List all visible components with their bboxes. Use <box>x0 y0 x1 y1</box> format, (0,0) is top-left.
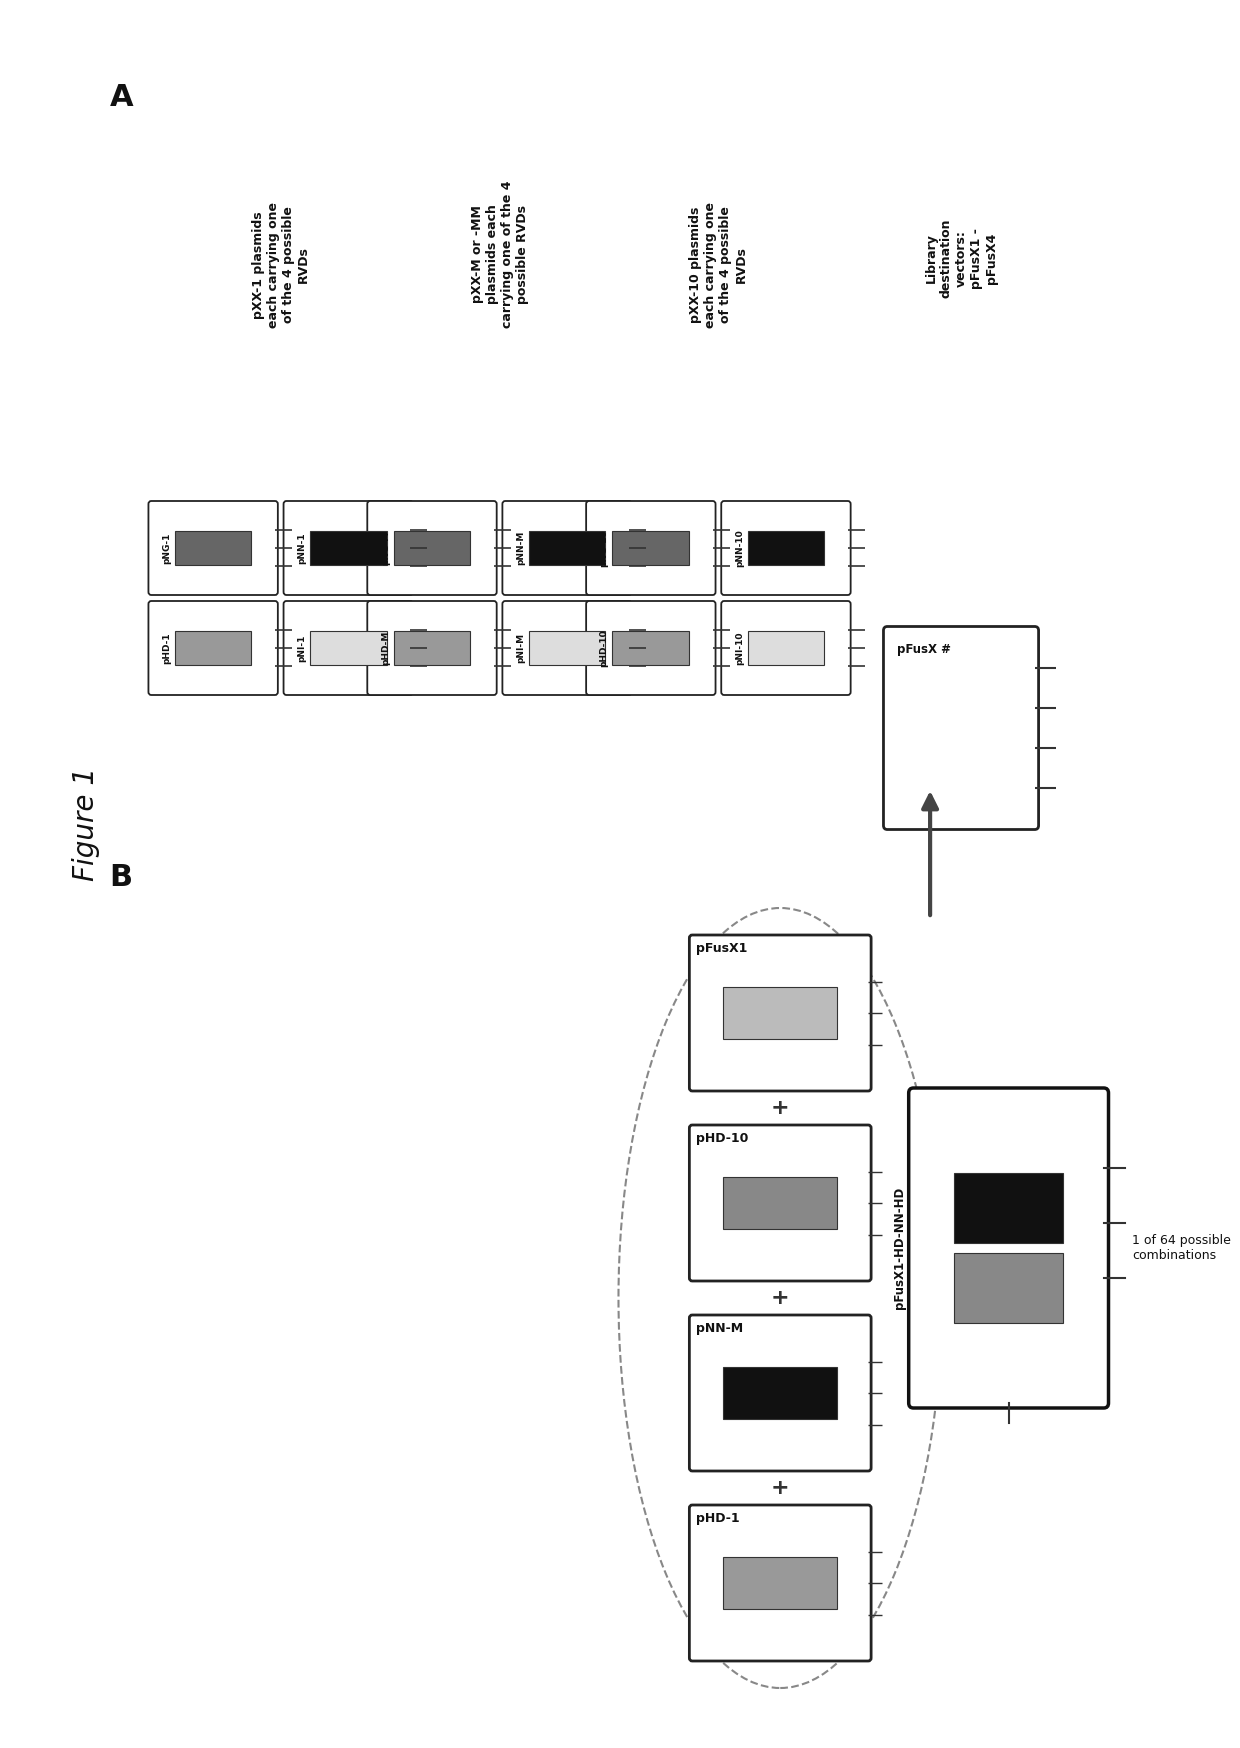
Text: pXX-1 plasmids
each carrying one
of the 4 possible
RVDs: pXX-1 plasmids each carrying one of the … <box>252 203 310 329</box>
FancyBboxPatch shape <box>689 1126 872 1281</box>
Text: pHD-1: pHD-1 <box>162 633 171 664</box>
FancyBboxPatch shape <box>587 502 715 594</box>
Bar <box>528 531 605 565</box>
Text: pNG-1: pNG-1 <box>162 533 171 563</box>
FancyBboxPatch shape <box>284 502 413 594</box>
Bar <box>723 1176 837 1229</box>
FancyBboxPatch shape <box>367 601 497 696</box>
Text: A: A <box>109 84 133 112</box>
Text: pFusX1: pFusX1 <box>696 942 748 954</box>
Text: pHD-1: pHD-1 <box>696 1512 739 1524</box>
FancyBboxPatch shape <box>689 1505 872 1661</box>
Text: pHD-M: pHD-M <box>381 631 389 666</box>
Text: +: + <box>771 1479 790 1498</box>
Bar <box>613 631 689 664</box>
Bar <box>954 1253 1064 1323</box>
Bar <box>310 531 387 565</box>
Text: pNN-1: pNN-1 <box>298 531 306 565</box>
FancyBboxPatch shape <box>149 502 278 594</box>
Text: pFusX #: pFusX # <box>897 643 951 656</box>
Bar <box>723 1557 837 1610</box>
Text: pNG-M: pNG-M <box>381 531 389 565</box>
Text: pNN-M: pNN-M <box>696 1321 743 1335</box>
Bar <box>393 631 470 664</box>
Text: Figure 1: Figure 1 <box>72 767 99 881</box>
FancyBboxPatch shape <box>587 601 715 696</box>
FancyBboxPatch shape <box>722 601 851 696</box>
Text: Library
destination
vectors:
pFusX1 -
pFusX4: Library destination vectors: pFusX1 - pF… <box>925 218 997 297</box>
Bar <box>723 1367 837 1419</box>
Bar <box>748 531 825 565</box>
Bar <box>748 631 825 664</box>
Bar <box>528 631 605 664</box>
FancyBboxPatch shape <box>502 601 632 696</box>
FancyBboxPatch shape <box>284 601 413 696</box>
Text: pXX-M or -MM
plasmids each
carrying one of the 4
possible RVDs: pXX-M or -MM plasmids each carrying one … <box>470 180 528 329</box>
FancyBboxPatch shape <box>689 1314 872 1472</box>
FancyBboxPatch shape <box>883 626 1039 830</box>
FancyBboxPatch shape <box>502 502 632 594</box>
Bar <box>723 988 837 1040</box>
Text: +: + <box>771 1288 790 1308</box>
Text: pNG-10: pNG-10 <box>600 530 609 566</box>
Text: pNI-10: pNI-10 <box>735 631 744 664</box>
Text: B: B <box>109 864 133 893</box>
FancyBboxPatch shape <box>367 502 497 594</box>
Bar <box>175 531 252 565</box>
Text: pFusX1-HD-NN-HD: pFusX1-HD-NN-HD <box>893 1187 906 1309</box>
Text: pHD-10: pHD-10 <box>696 1133 749 1145</box>
Bar <box>175 631 252 664</box>
Text: pNI-1: pNI-1 <box>298 635 306 662</box>
Text: pHD-10: pHD-10 <box>600 629 609 668</box>
Bar <box>310 631 387 664</box>
FancyBboxPatch shape <box>722 502 851 594</box>
Text: pXX-10 plasmids
each carrying one
of the 4 possible
RVDs: pXX-10 plasmids each carrying one of the… <box>689 203 748 329</box>
Text: pNN-10: pNN-10 <box>735 530 744 566</box>
Text: pNN-M: pNN-M <box>516 531 525 565</box>
Text: 1 of 64 possible
combinations: 1 of 64 possible combinations <box>1132 1234 1231 1262</box>
Bar <box>954 1173 1064 1243</box>
Text: +: + <box>771 1098 790 1119</box>
FancyBboxPatch shape <box>909 1087 1109 1407</box>
Bar <box>613 531 689 565</box>
FancyBboxPatch shape <box>689 935 872 1091</box>
FancyBboxPatch shape <box>149 601 278 696</box>
Text: pNI-M: pNI-M <box>516 633 525 662</box>
Bar <box>393 531 470 565</box>
